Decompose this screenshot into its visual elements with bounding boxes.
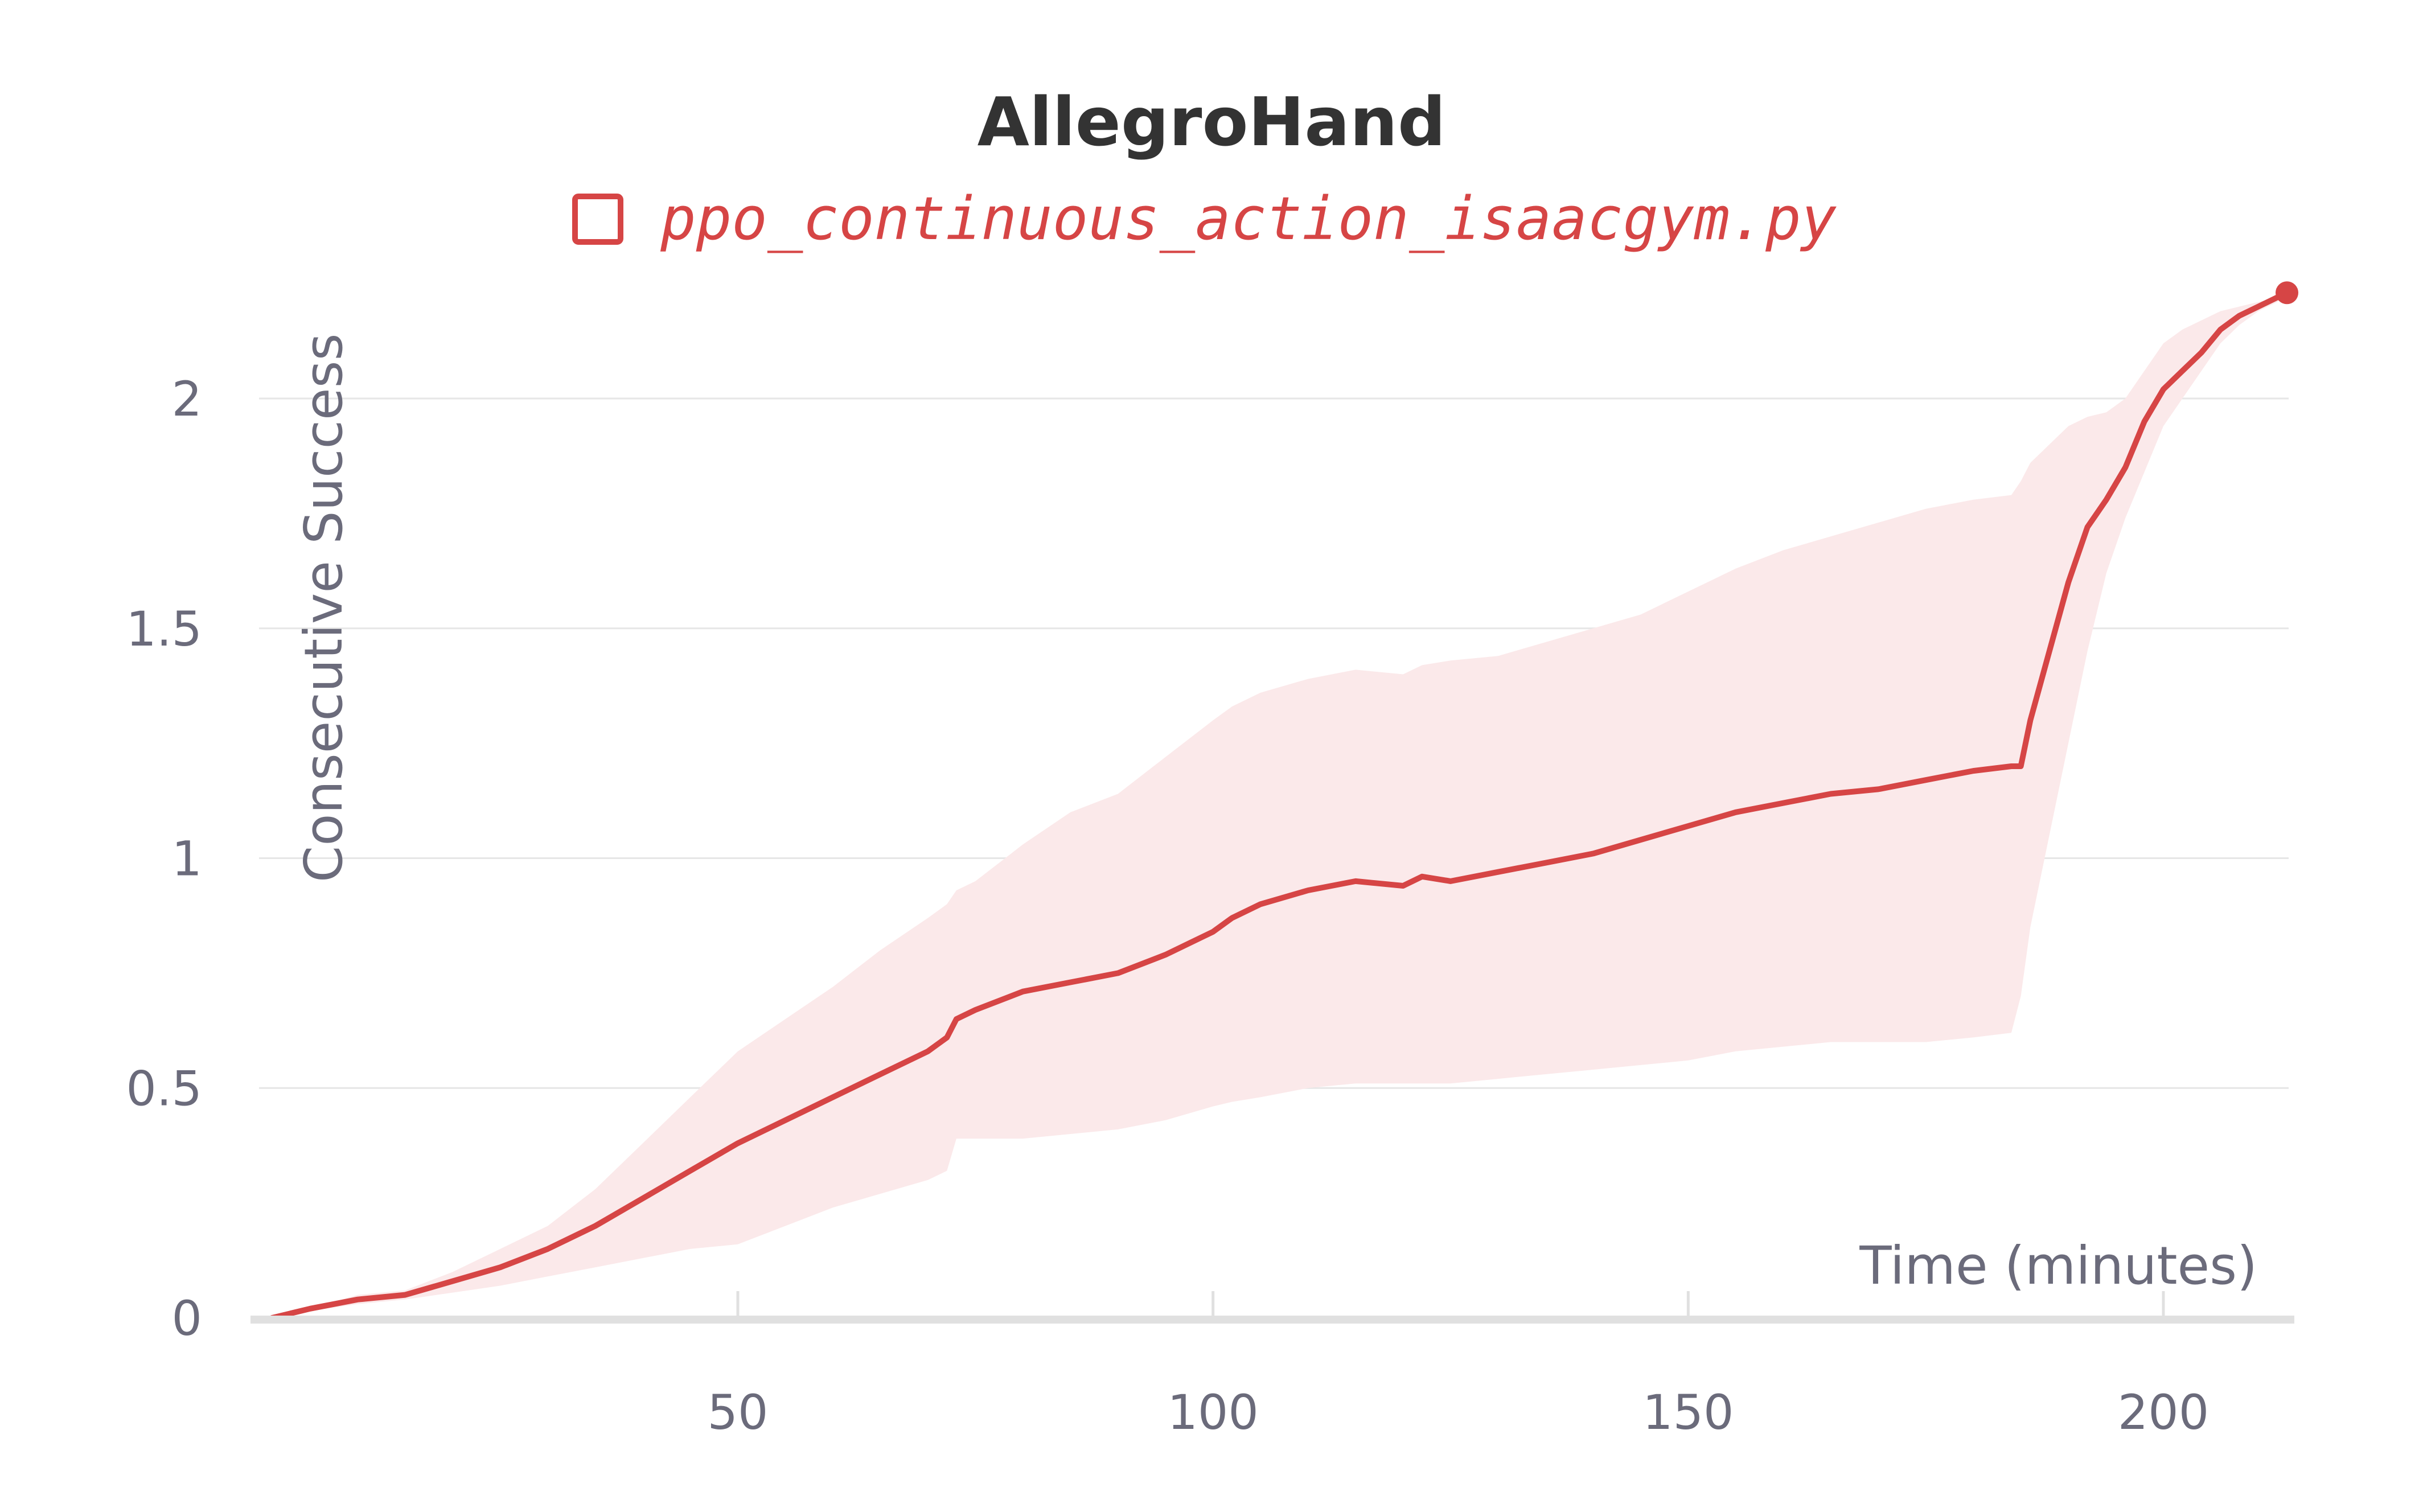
legend[interactable]: ppo_continuous_action_isaacgym.py bbox=[572, 184, 1837, 253]
y-tick-label-0: 0 bbox=[172, 1291, 202, 1346]
x-tick-label-2: 150 bbox=[1642, 1384, 1734, 1440]
x-tick-label-0: 50 bbox=[708, 1384, 769, 1440]
x-axis-label: Time (minutes) bbox=[1859, 1235, 2257, 1296]
y-axis-label: Consecutive Success bbox=[293, 333, 354, 882]
x-axis-ticks: 50 100 150 200 bbox=[708, 1291, 2209, 1440]
y-tick-label-1: 0.5 bbox=[126, 1061, 202, 1116]
series-line[interactable] bbox=[269, 290, 2290, 1321]
chart-title: AllegroHand bbox=[978, 83, 1446, 161]
y-tick-label-4: 2 bbox=[172, 371, 202, 427]
series-band bbox=[272, 293, 2287, 1318]
series-end-marker[interactable] bbox=[2276, 281, 2299, 305]
x-tick-label-3: 200 bbox=[2118, 1384, 2209, 1440]
legend-label[interactable]: ppo_continuous_action_isaacgym.py bbox=[660, 184, 1837, 253]
y-tick-label-2: 1 bbox=[172, 831, 202, 887]
legend-swatch[interactable] bbox=[572, 194, 623, 245]
y-axis-ticks: 0 0.5 1 1.5 2 bbox=[126, 371, 202, 1346]
y-tick-label-3: 1.5 bbox=[126, 601, 202, 657]
x-tick-label-1: 100 bbox=[1167, 1384, 1258, 1440]
